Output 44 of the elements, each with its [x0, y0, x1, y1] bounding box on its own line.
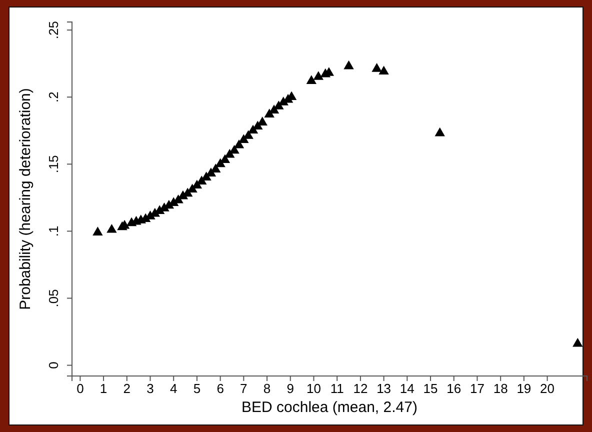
x-tick-label: 16 — [446, 381, 462, 396]
x-tick-label: 5 — [193, 381, 201, 396]
point — [257, 116, 268, 126]
y-tick-label: .1 — [46, 226, 61, 237]
y-tick-label: .25 — [46, 21, 61, 40]
point — [434, 127, 445, 136]
x-tick-label: 6 — [216, 381, 224, 396]
point — [264, 108, 274, 118]
x-tick-label: 10 — [306, 381, 321, 396]
x-tick-label: 19 — [516, 381, 532, 396]
x-tick-label: 12 — [353, 381, 368, 396]
x-tick-label: 8 — [263, 381, 271, 396]
x-tick-label: 13 — [376, 381, 392, 396]
point — [313, 71, 324, 80]
point — [243, 130, 254, 139]
y-axis-title: Probability (hearing deterioration) — [17, 88, 34, 310]
x-tick-label: 2 — [123, 381, 131, 396]
x-tick-label: 3 — [146, 381, 154, 396]
point — [92, 226, 103, 236]
x-tick-label: 14 — [400, 381, 414, 396]
x-tick-label: 1 — [100, 381, 108, 396]
x-tick-label: 18 — [493, 381, 508, 396]
y-tick-label: .05 — [46, 289, 61, 308]
x-tick-label: 9 — [286, 381, 294, 396]
point — [234, 139, 244, 148]
x-tick-label: 7 — [240, 381, 248, 396]
x-tick-label: 11 — [330, 381, 344, 396]
x-tick-label: 17 — [470, 381, 484, 396]
x-tick-label: 4 — [170, 381, 178, 396]
x-tick-label: 0 — [76, 381, 84, 396]
point — [210, 164, 221, 172]
point — [378, 66, 389, 75]
point — [372, 63, 382, 72]
x-tick-label: 20 — [540, 381, 555, 396]
y-tick-label: 0 — [46, 362, 61, 369]
x-axis-title: BED cochlea (mean, 2.47) — [242, 399, 418, 416]
point — [306, 75, 316, 84]
point — [572, 338, 583, 347]
point — [344, 60, 354, 70]
y-tick-label: .2 — [46, 92, 61, 103]
x-tick-label: 15 — [423, 381, 438, 396]
point — [201, 172, 212, 180]
point — [106, 224, 117, 233]
y-tick-label: .15 — [46, 155, 61, 174]
